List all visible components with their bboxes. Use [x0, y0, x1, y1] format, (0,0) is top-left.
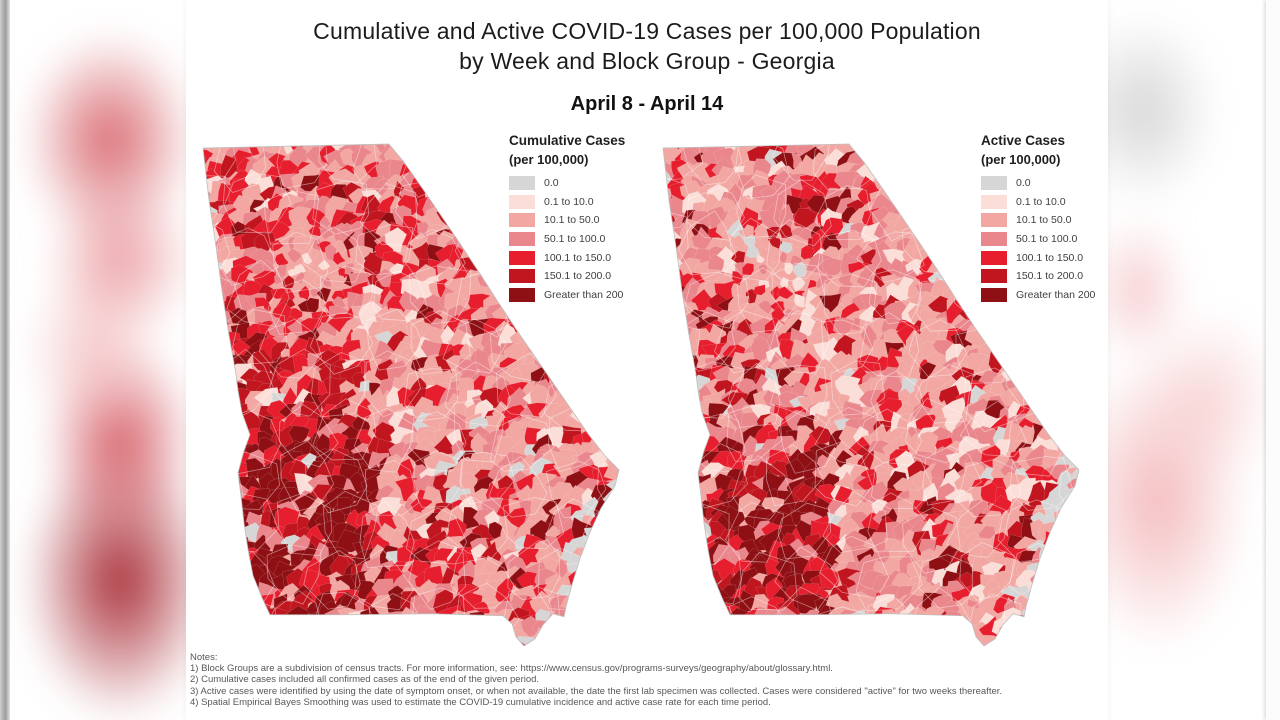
- legend-class-label: 100.1 to 150.0: [1016, 251, 1084, 264]
- cumulative-legend: Cumulative Cases (per 100,000) 0.0 0.1 to…: [509, 133, 649, 304]
- legend-title: Active Cases: [981, 133, 1066, 148]
- legend-color-swatch: [981, 250, 1007, 265]
- legend-class-label: 0.0: [544, 177, 559, 190]
- georgia-active-choropleth-map: [662, 143, 1080, 647]
- active-legend: Active Cases (per 100,000) 0.0 0.1 to 10.…: [981, 133, 1121, 304]
- legend-row: 0.1 to 10.0: [509, 193, 649, 212]
- page-title-line1: Cumulative and Active COVID-19 Cases per…: [313, 18, 981, 44]
- legend-color-swatch: [981, 287, 1007, 302]
- notes-block: Notes: 1) Block Groups are a subdivision…: [190, 652, 1002, 708]
- note-line: 4) Spatial Empirical Bayes Smoothing was…: [190, 696, 771, 708]
- legend-row: 50.1 to 100.0: [981, 230, 1121, 249]
- legend-subtitle: (per 100,000): [981, 152, 1061, 167]
- legend-class-label: 10.1 to 50.0: [1016, 214, 1072, 227]
- legend-class-label: 0.1 to 10.0: [1016, 195, 1066, 208]
- legend-color-swatch: [981, 232, 1007, 247]
- legend-color-swatch: [981, 194, 1007, 209]
- date-range-subtitle: April 8 - April 14: [570, 93, 724, 115]
- legend-class-label: 100.1 to 150.0: [544, 251, 612, 264]
- figure-card: Cumulative and Active COVID-19 Cases per…: [186, 0, 1108, 720]
- legend-rows: 0.0 0.1 to 10.0 10.1 to 50.0 50.1 to 100.0 1…: [981, 174, 1121, 304]
- legend-color-swatch: [509, 176, 535, 191]
- note-line: 2) Cumulative cases included all confirm…: [190, 674, 540, 686]
- legend-class-label: 50.1 to 100.0: [1016, 233, 1078, 246]
- legend-class-label: 50.1 to 100.0: [544, 233, 606, 246]
- legend-row: 0.0: [981, 174, 1121, 193]
- right-edge-strip: [1266, 0, 1280, 720]
- legend-row: 100.1 to 150.0: [981, 248, 1121, 267]
- georgia-cumulative-choropleth-map: [202, 143, 620, 647]
- legend-rows: 0.0 0.1 to 10.0 10.1 to 50.0 50.1 to 100.0 1…: [509, 174, 649, 304]
- legend-class-label: 150.1 to 200.0: [1016, 270, 1084, 283]
- legend-row: 10.1 to 50.0: [981, 211, 1121, 230]
- cumulative-map-panel: Cumulative Cases (per 100,000) 0.0 0.1 to…: [191, 133, 636, 655]
- notes-heading: Notes:: [190, 652, 218, 663]
- legend-color-swatch: [509, 194, 535, 209]
- legend-row: 50.1 to 100.0: [509, 230, 649, 249]
- legend-class-label: 150.1 to 200.0: [544, 270, 612, 283]
- page-title-line2: by Week and Block Group - Georgia: [459, 48, 835, 74]
- legend-row: Greater than 200: [981, 286, 1121, 305]
- legend-row: 150.1 to 200.0: [509, 267, 649, 286]
- legend-color-swatch: [509, 287, 535, 302]
- legend-row: 150.1 to 200.0: [981, 267, 1121, 286]
- notes-lines: 1) Block Groups are a subdivision of cen…: [190, 663, 1002, 708]
- title-block: Cumulative and Active COVID-19 Cases per…: [186, 16, 1108, 116]
- legend-class-label: 10.1 to 50.0: [544, 214, 600, 227]
- active-map-panel: Active Cases (per 100,000) 0.0 0.1 to 10.…: [651, 133, 1096, 655]
- legend-row: 10.1 to 50.0: [509, 211, 649, 230]
- legend-title: Cumulative Cases: [509, 133, 626, 148]
- legend-color-swatch: [509, 232, 535, 247]
- note-line: 1) Block Groups are a subdivision of cen…: [190, 663, 833, 675]
- legend-color-swatch: [509, 269, 535, 284]
- legend-subtitle: (per 100,000): [509, 152, 589, 167]
- left-blurred-background: [0, 0, 196, 720]
- legend-color-swatch: [509, 250, 535, 265]
- left-edge-strip: [0, 0, 10, 720]
- legend-color-swatch: [981, 213, 1007, 228]
- legend-color-swatch: [981, 176, 1007, 191]
- legend-class-label: 0.0: [1016, 177, 1031, 190]
- legend-row: 0.0: [509, 174, 649, 193]
- note-line: 3) Active cases were identified by using…: [190, 685, 1003, 697]
- legend-class-label: Greater than 200: [544, 288, 624, 301]
- legend-class-label: Greater than 200: [1016, 288, 1096, 301]
- legend-class-label: 0.1 to 10.0: [544, 195, 594, 208]
- legend-row: 0.1 to 10.0: [981, 193, 1121, 212]
- right-blurred-background: [1108, 0, 1280, 720]
- legend-color-swatch: [981, 269, 1007, 284]
- legend-row: 100.1 to 150.0: [509, 248, 649, 267]
- legend-row: Greater than 200: [509, 286, 649, 305]
- legend-color-swatch: [509, 213, 535, 228]
